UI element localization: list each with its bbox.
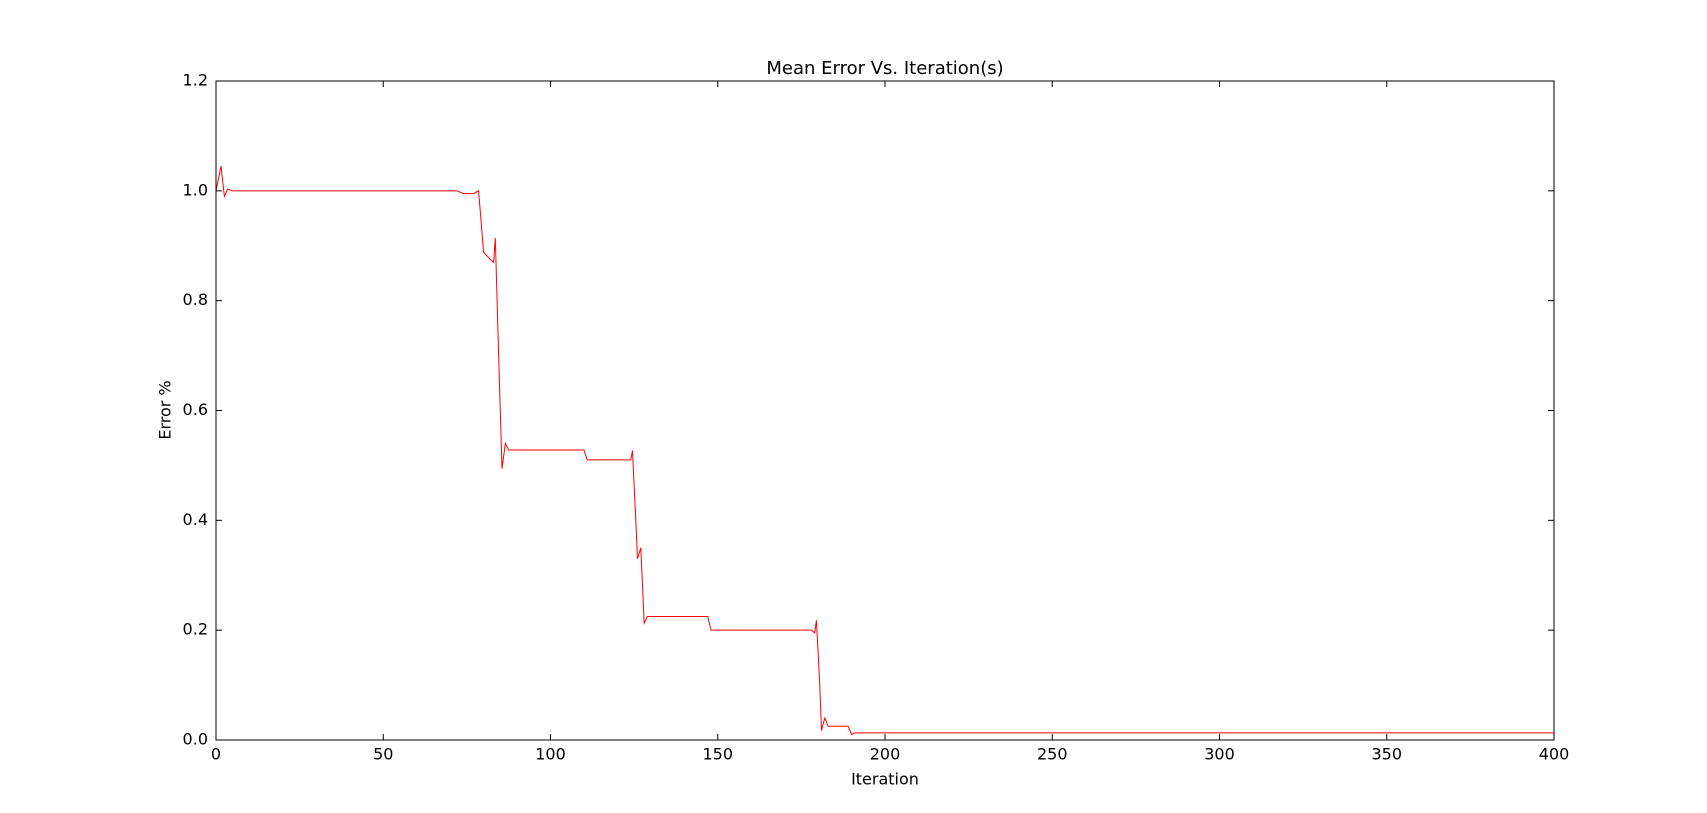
y-tick-label: 0.8: [183, 290, 208, 309]
x-tick-label: 100: [535, 745, 566, 764]
x-tick-label: 50: [373, 745, 393, 764]
y-tick-label: 1.0: [183, 180, 208, 199]
x-tick-label: 0: [211, 745, 221, 764]
x-tick-label: 350: [1371, 745, 1402, 764]
y-tick-label: 0.2: [183, 620, 208, 639]
y-tick-label: 0.6: [183, 400, 208, 419]
line: [215, 166, 1554, 736]
y-tick-label: 0.4: [183, 510, 208, 529]
y-tick-label: 0.0: [183, 730, 208, 749]
x-tick-label: 250: [1037, 745, 1068, 764]
x-tick-label: 400: [1539, 745, 1570, 764]
y-tick-label: 1.2: [183, 71, 208, 90]
x-tick-label: 200: [870, 745, 901, 764]
plot-frame: [215, 80, 1555, 741]
x-tick-label: 300: [1204, 745, 1235, 764]
x-tick-label: 150: [702, 745, 733, 764]
x-axis-label: Iteration: [851, 770, 919, 789]
chart-title: Mean Error Vs. Iteration(s): [766, 58, 1003, 79]
y-axis-label: Error %: [156, 380, 175, 439]
